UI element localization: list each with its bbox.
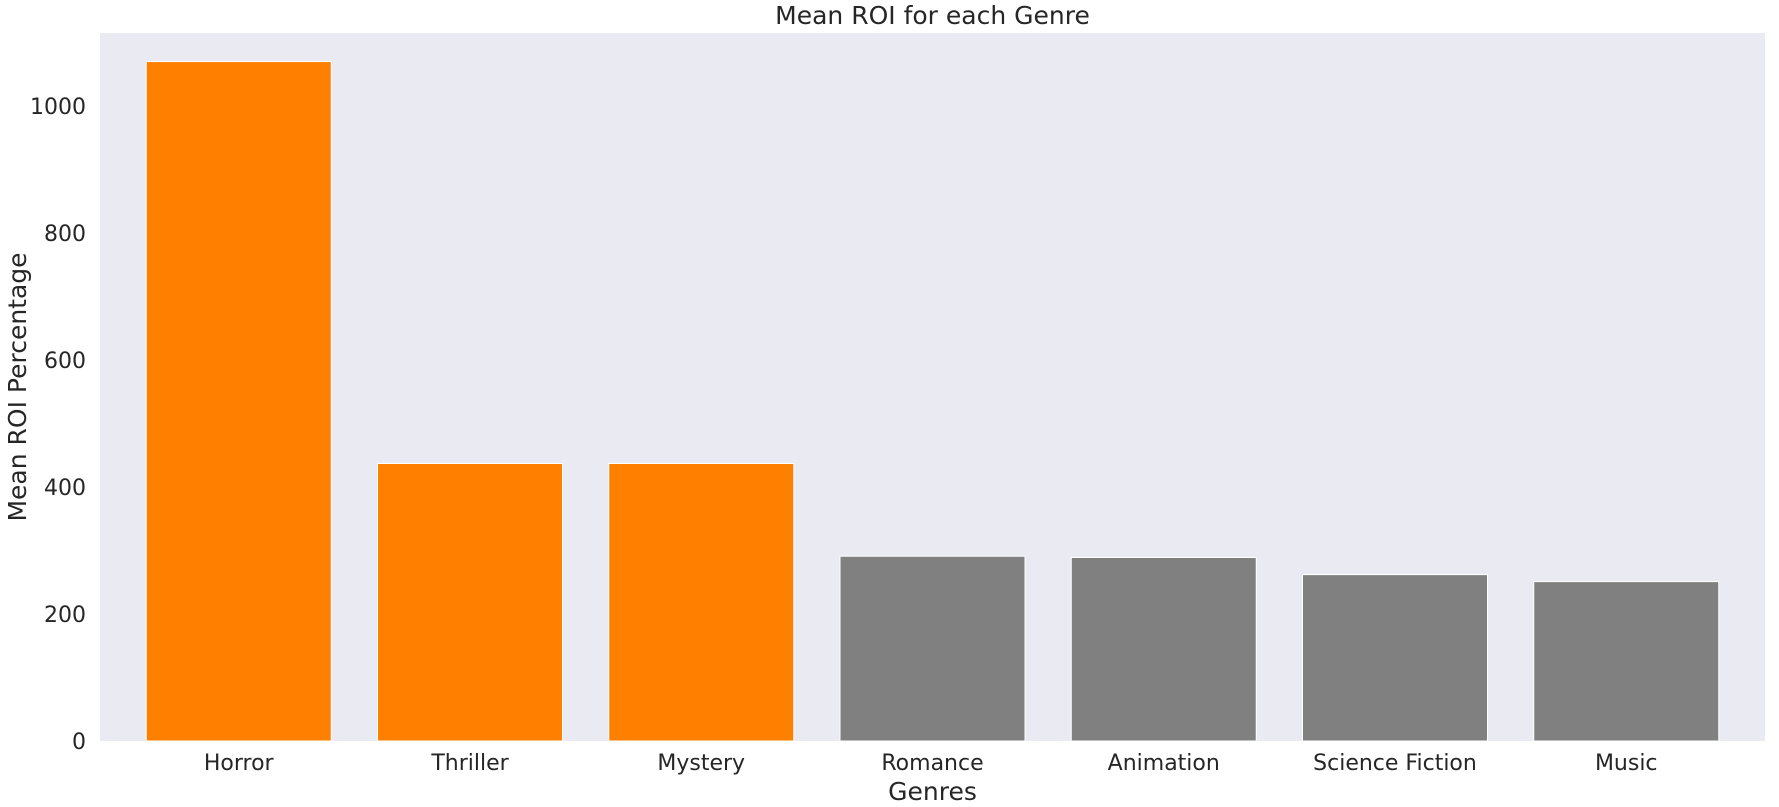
bar-horror	[145, 61, 332, 742]
x-ticks-layer: Horror Thriller Mystery Romance Animation Sci…	[204, 751, 1658, 776]
y-tick-label: 1000	[30, 95, 86, 120]
y-tick-label: 0	[72, 730, 86, 755]
y-ticks-layer: 0 200 400 600 800 1000	[30, 95, 86, 755]
x-tick-label: Mystery	[657, 751, 745, 776]
bar-mystery	[608, 463, 795, 742]
x-tick-label: Music	[1595, 751, 1658, 776]
bar-thriller	[377, 463, 563, 742]
x-axis-label: Genres	[888, 777, 977, 806]
y-axis-label: Mean ROI Percentage	[3, 252, 32, 521]
y-tick-label: 400	[44, 476, 86, 501]
y-tick-label: 600	[44, 349, 86, 374]
x-tick-label: Horror	[204, 751, 275, 776]
x-tick-label: Animation	[1108, 751, 1220, 776]
bar-animation	[1070, 556, 1257, 742]
bar-music	[1533, 581, 1720, 742]
bar-science-fiction	[1302, 574, 1488, 742]
chart-title: Mean ROI for each Genre	[775, 1, 1090, 30]
bars-layer	[145, 61, 1720, 742]
y-tick-label: 800	[44, 222, 86, 247]
x-tick-label: Thriller	[430, 751, 509, 776]
x-tick-label: Science Fiction	[1313, 751, 1477, 776]
y-tick-label: 200	[44, 603, 86, 628]
bar-romance	[839, 555, 1026, 742]
x-tick-label: Romance	[881, 751, 983, 776]
